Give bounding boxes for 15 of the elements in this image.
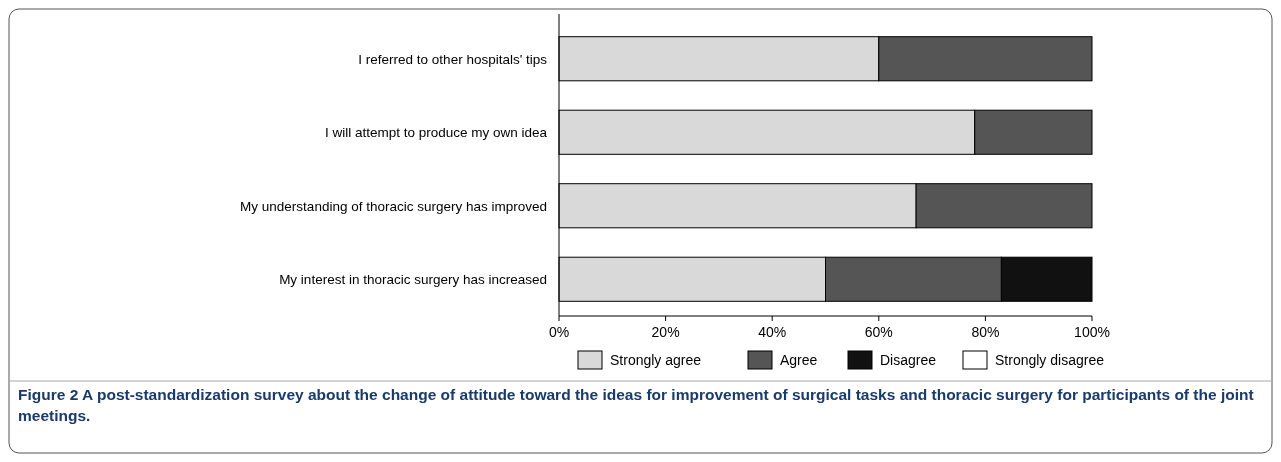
legend-label: Agree [780,352,818,368]
y-tick-label: My interest in thoracic surgery has increased [279,272,547,288]
x-tick-label: 0% [548,324,570,340]
legend-label: Strongly agree [610,352,702,368]
x-tick-label: 20% [651,324,680,340]
legend-label: Disagree [880,352,937,368]
x-tick-label: 60% [864,324,893,340]
y-tick-label: My understanding of thoracic surgery has improved [240,198,547,214]
caption: Figure 2 A post-standardization survey about the change of attitude toward the ideas for improvement of surgical tasks and thoracic surgery for participants of the joint meetings. [18,386,1254,424]
x-tick-label: 40% [758,324,787,340]
y-tick-label: I referred to other hospitals' tips [358,51,548,67]
x-tick-label: 80% [971,324,1000,340]
y-tick-label: I will attempt to produce my own idea [324,125,548,141]
x-tick-label: 100% [1074,324,1110,340]
legend-label: Strongly disagree [995,352,1105,368]
